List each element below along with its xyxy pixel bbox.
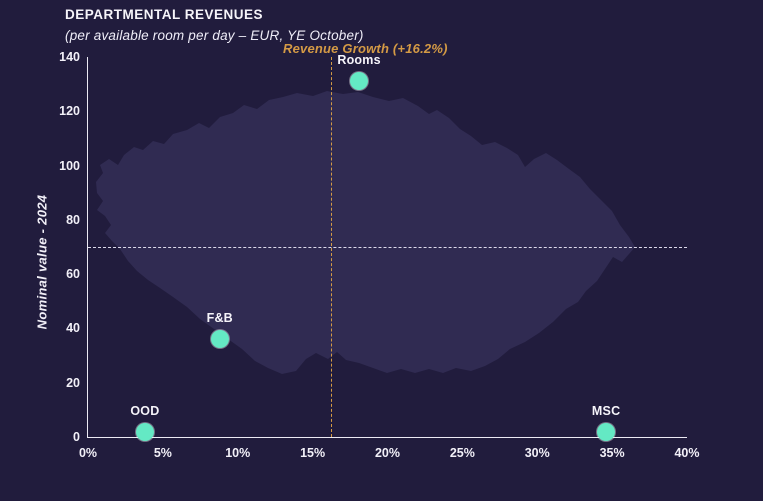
x-axis-tick-label: 15%	[300, 446, 326, 460]
x-axis-tick-label: 5%	[153, 446, 172, 460]
y-axis-tick-label: 40	[66, 321, 80, 336]
y-axis-tick-label: 60	[66, 267, 80, 282]
vertical-reference-line	[330, 57, 332, 437]
plot-area: 0 20 40 60 80 100 120 140 0% 5% 10% 15% 20% 25% 30% 35%…	[59, 50, 699, 460]
y-axis-tick-label: 140	[59, 50, 80, 64]
data-point-marker	[135, 422, 154, 441]
data-point-label: OOD	[130, 403, 160, 418]
x-axis-tick-label: 20%	[374, 446, 401, 460]
y-axis-tick-label: 80	[66, 212, 80, 227]
data-point-label: MSC	[591, 403, 621, 418]
data-point-label: F&B	[206, 311, 233, 326]
y-axis-tick-label: 0	[73, 430, 80, 444]
growth-annotation: Revenue Growth (+16.2%)	[283, 41, 448, 56]
chart-title: DEPARTMENTAL REVENUES	[65, 7, 264, 22]
x-axis-tick-label: 30%	[524, 446, 550, 460]
horizontal-reference-line	[88, 247, 687, 248]
x-axis-tick-label: 35%	[599, 446, 625, 460]
data-point-marker	[350, 72, 369, 91]
data-point-marker	[597, 422, 616, 441]
y-axis-tick-label: 20	[66, 375, 80, 390]
x-axis-tick-label: 40%	[674, 446, 700, 460]
y-axis-tick-label: 100	[59, 158, 80, 173]
map-shape	[96, 91, 635, 374]
y-axis-tick-label: 120	[59, 104, 80, 119]
czech-republic-map-silhouette	[96, 91, 635, 374]
x-axis-tick-label: 10%	[225, 446, 251, 460]
data-point-marker	[210, 330, 229, 349]
x-axis-tick-label: 25%	[449, 446, 475, 460]
x-axis-tick-label: 0%	[78, 446, 98, 460]
chart-subtitle: (per available room per day – EUR, YE Oc…	[65, 28, 364, 43]
data-point-label: Rooms	[337, 53, 381, 68]
y-axis-title: Nominal value - 2024	[34, 194, 50, 330]
